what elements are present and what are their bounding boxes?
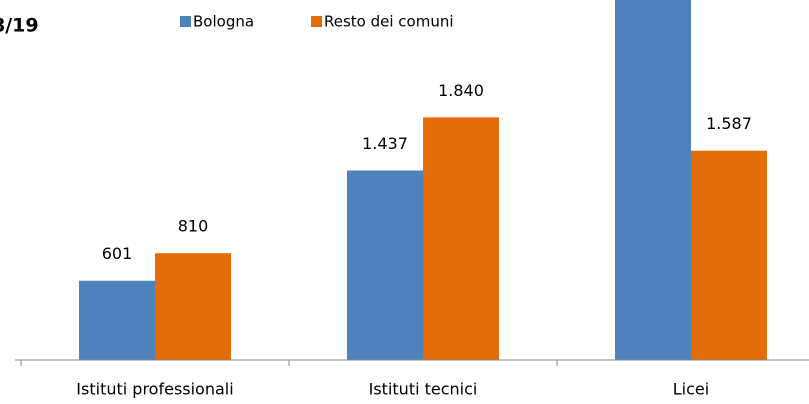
x-tick-label: Istituti tecnici bbox=[369, 380, 478, 399]
chart-title: 8/19 bbox=[0, 15, 39, 37]
legend-label: Resto dei comuni bbox=[324, 13, 454, 31]
bar bbox=[691, 150, 767, 360]
data-label: 1.587 bbox=[706, 114, 752, 133]
x-tick-label: Licei bbox=[673, 380, 709, 399]
legend-swatch bbox=[311, 16, 322, 27]
bar bbox=[347, 170, 423, 360]
legend-swatch bbox=[180, 16, 191, 27]
bar bbox=[615, 0, 691, 361]
bar bbox=[155, 253, 231, 360]
bar bbox=[423, 117, 499, 360]
data-label: 601 bbox=[102, 244, 133, 263]
bar bbox=[79, 280, 155, 360]
data-label: 1.840 bbox=[438, 81, 484, 100]
data-label: 810 bbox=[178, 217, 209, 236]
x-tick-label: Istituti professionali bbox=[76, 380, 233, 399]
data-label: 1.437 bbox=[362, 134, 408, 153]
legend-label: Bologna bbox=[193, 13, 254, 31]
